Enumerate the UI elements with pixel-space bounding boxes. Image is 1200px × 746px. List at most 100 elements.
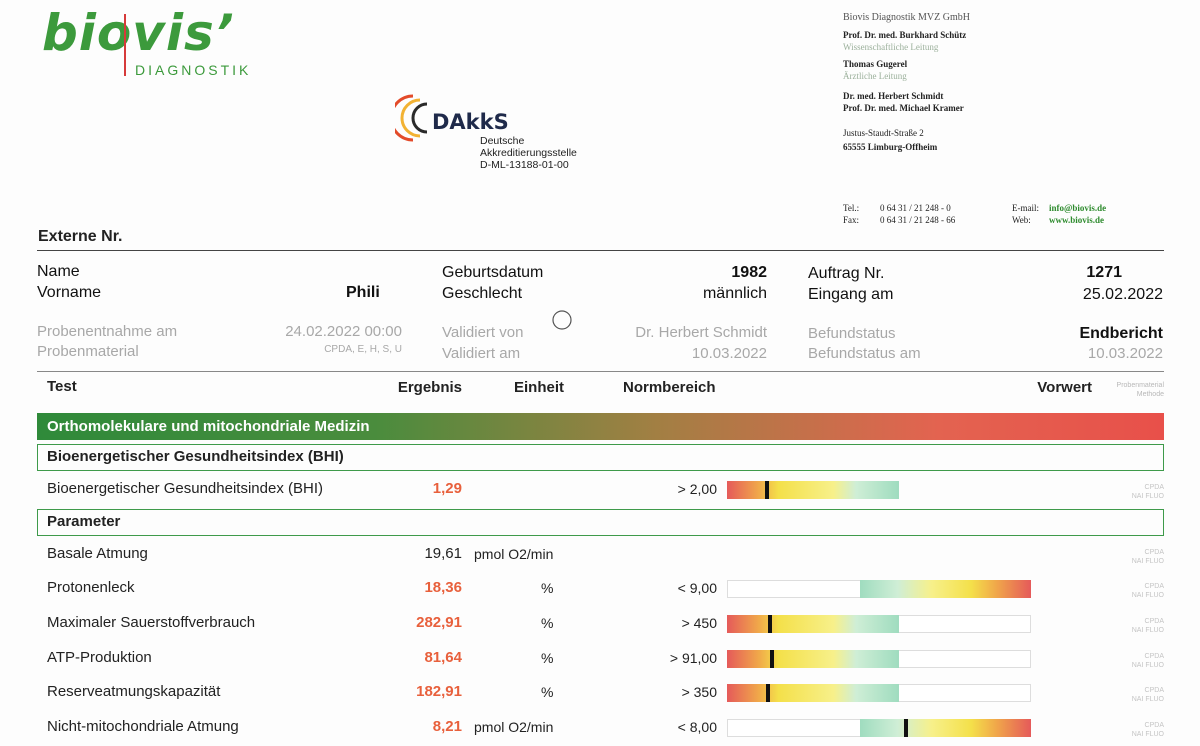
row-test-name: Bioenergetischer Gesundheitsindex (BHI)	[47, 480, 323, 497]
row-result-value: 282,91	[416, 614, 462, 631]
row-gauge-fill	[727, 481, 899, 499]
row-test-name: Maximaler Sauerstoffverbrauch	[47, 614, 256, 631]
befundstatus-value: Endbericht	[1079, 325, 1163, 342]
auftrag-label: Auftrag Nr.	[808, 265, 885, 282]
col-vorwert: Vorwert	[1037, 379, 1092, 396]
validiert-am-value: 10.03.2022	[691, 345, 767, 362]
tel-value: 0 64 31 / 21 248 - 0	[880, 203, 951, 213]
logo-subtitle: DIAGNOSTIK	[135, 62, 252, 78]
row-unit: pmol O2/min	[474, 719, 554, 735]
row-method: CPDA NAI FLUO	[1131, 722, 1164, 738]
row-result-value: 18,36	[424, 579, 462, 596]
row-gauge-marker	[768, 615, 772, 633]
col-methode: Probenmaterial Methode	[1116, 382, 1164, 398]
row-norm-range: > 2,00	[677, 481, 717, 497]
row-norm-range: > 450	[681, 615, 717, 631]
company-name: Biovis Diagnostik MVZ GmbH	[843, 12, 970, 23]
row-method: CPDA NAI FLUO	[1131, 653, 1164, 669]
geschlecht-value: männlich	[702, 285, 767, 302]
header-rule	[37, 250, 1164, 251]
row-method: CPDA NAI FLUO	[1131, 687, 1164, 703]
company-street: Justus-Staudt-Straße 2	[843, 128, 924, 138]
geschlecht-label: Geschlecht	[442, 285, 523, 302]
web-label: Web:	[1012, 215, 1031, 225]
circle-mark-icon	[552, 310, 572, 330]
row-norm-range: > 91,00	[669, 650, 717, 666]
logo-divider	[124, 14, 126, 76]
row-norm-range: < 8,00	[677, 719, 717, 735]
row-gauge-fill	[860, 580, 1031, 598]
row-gauge-fill	[727, 650, 899, 668]
row-unit: %	[541, 580, 554, 596]
probenmaterial-label: Probenmaterial	[37, 343, 139, 360]
section-bhi-box	[37, 444, 1164, 471]
company-role: Ärztliche Leitung	[843, 71, 907, 81]
company-person: Dr. med. Herbert Schmidt	[843, 91, 944, 101]
validiert-von-label: Validiert von	[442, 324, 524, 341]
row-result-value: 81,64	[424, 649, 462, 666]
row-test-name: Protonenleck	[47, 579, 135, 596]
row-unit: pmol O2/min	[474, 546, 554, 562]
row-norm-range: < 9,00	[677, 580, 717, 596]
row-gauge-marker	[766, 684, 770, 702]
section-bhi-title: Bioenergetischer Gesundheitsindex (BHI)	[47, 448, 344, 465]
row-gauge-fill	[860, 719, 1031, 737]
befundstatus-am-label: Befundstatus am	[808, 345, 921, 362]
row-result-value: 19,61	[424, 545, 462, 562]
fax-value: 0 64 31 / 21 248 - 66	[880, 215, 956, 225]
row-result-value: 1,29	[432, 480, 462, 497]
tel-label: Tel.:	[843, 203, 860, 213]
vorname-label: Vorname	[37, 284, 102, 301]
eingang-value: 25.02.2022	[1082, 286, 1163, 303]
geburtsdatum-value: 1982	[731, 264, 767, 281]
befundstatus-am-value: 10.03.2022	[1087, 345, 1163, 362]
dakks-subtitle: Deutsche Akkreditierungsstelle D-ML-13188-…	[480, 135, 577, 171]
row-unit: %	[541, 615, 554, 631]
probenentnahme-label: Probenentnahme am	[37, 323, 178, 340]
col-normbereich: Normbereich	[623, 379, 716, 396]
company-city: 65555 Limburg-Offheim	[843, 142, 938, 152]
row-gauge-marker	[770, 650, 774, 668]
befundstatus-label: Befundstatus	[808, 325, 896, 342]
row-method: CPDA NAI FLUO	[1131, 618, 1164, 634]
patient-rule	[37, 371, 1164, 372]
col-einheit: Einheit	[514, 379, 565, 396]
dakks-name: DAkkS	[432, 110, 509, 134]
row-gauge-marker	[765, 481, 769, 499]
eingang-label: Eingang am	[808, 286, 894, 303]
section-param-title: Parameter	[47, 513, 121, 530]
company-person: Thomas Gugerel	[843, 59, 908, 69]
name-label: Name	[37, 263, 80, 280]
web-link[interactable]: www.biovis.de	[1049, 215, 1105, 225]
row-method: CPDA NAI FLUO	[1131, 484, 1164, 500]
row-test-name: Nicht-mitochondriale Atmung	[47, 718, 239, 735]
auftrag-value: 1271	[1086, 264, 1122, 281]
geburtsdatum-label: Geburtsdatum	[442, 264, 544, 281]
row-method: CPDA NAI FLUO	[1131, 549, 1164, 565]
externe-nr-label: Externe Nr.	[38, 228, 123, 245]
section-banner	[37, 413, 1164, 440]
row-result-value: 8,21	[432, 718, 462, 735]
row-test-name: Reserveatmungskapazität	[47, 683, 221, 700]
row-norm-range: > 350	[681, 684, 717, 700]
validiert-von-value: Dr. Herbert Schmidt	[635, 324, 767, 341]
section-param-box	[37, 509, 1164, 536]
email-label: E-mail:	[1012, 203, 1039, 213]
probenentnahme-value: 24.02.2022 00:00	[285, 323, 402, 340]
col-test: Test	[47, 378, 77, 395]
row-unit: %	[541, 650, 554, 666]
company-person: Prof. Dr. med. Burkhard Schütz	[843, 30, 967, 40]
biovis-logo: biovis’	[42, 4, 235, 62]
company-role: Wissenschaftliche Leitung	[843, 42, 939, 52]
col-ergebnis: Ergebnis	[397, 379, 462, 396]
vorname-value: Phili	[346, 284, 380, 301]
row-unit: %	[541, 684, 554, 700]
fax-label: Fax:	[843, 215, 860, 225]
email-link[interactable]: info@biovis.de	[1049, 203, 1107, 213]
row-method: CPDA NAI FLUO	[1131, 583, 1164, 599]
row-test-name: ATP-Produktion	[47, 649, 152, 666]
row-gauge-marker	[904, 719, 908, 737]
row-result-value: 182,91	[416, 683, 462, 700]
row-gauge-fill	[727, 615, 899, 633]
probenmaterial-value: CPDA, E, H, S, U	[324, 344, 402, 355]
